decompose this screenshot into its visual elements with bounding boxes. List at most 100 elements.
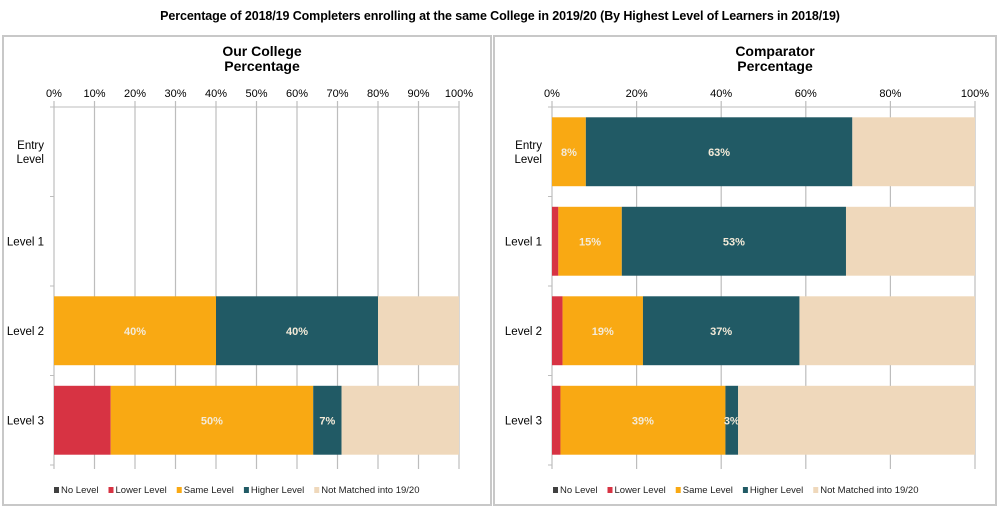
x-tick-label: 40%	[205, 88, 227, 100]
bar-same-level	[558, 206, 622, 276]
legend-item: No Level	[54, 485, 99, 496]
legend-label: No Level	[560, 485, 598, 496]
bar-not-matched-into-19-20	[738, 385, 975, 455]
bar-not-matched-into-19-20	[852, 117, 975, 187]
bar-not-matched-into-19-20	[799, 296, 975, 366]
bar-higher-level	[216, 296, 378, 366]
x-tick-label: 80%	[367, 88, 389, 100]
bar-lower-level	[552, 385, 561, 455]
data-label: 39%	[632, 415, 654, 427]
legend-item: Lower Level	[607, 485, 666, 496]
category-label: Level 1	[7, 236, 44, 248]
x-tick-label: 30%	[164, 88, 186, 100]
x-tick-label: 20%	[124, 88, 146, 100]
x-tick-label: 70%	[326, 88, 348, 100]
x-tick-label: 0%	[544, 88, 560, 100]
bar-higher-level	[313, 385, 342, 455]
bar-higher-level	[725, 385, 739, 455]
bar-same-level	[552, 117, 586, 187]
bar-same-level	[560, 385, 726, 455]
legend-label: Lower Level	[116, 485, 167, 496]
data-label: 53%	[723, 236, 745, 248]
bar-lower-level	[54, 385, 111, 455]
legend-swatch	[607, 487, 613, 493]
category-label: Level	[515, 154, 543, 166]
data-label: 63%	[708, 147, 730, 159]
data-label: 37%	[710, 326, 732, 338]
bar-not-matched-into-19-20	[378, 296, 459, 366]
x-tick-label: 60%	[286, 88, 308, 100]
legend-label: Higher Level	[750, 485, 803, 496]
category-label: Level	[17, 154, 45, 166]
data-label: 15%	[579, 236, 601, 248]
legend-swatch	[675, 487, 681, 493]
x-tick-label: 60%	[795, 88, 817, 100]
data-label: 7%	[319, 415, 335, 427]
data-label: 50%	[201, 415, 223, 427]
data-label: 3%	[724, 415, 740, 427]
main-title: Percentage of 2018/19 Completers enrolli…	[160, 9, 840, 23]
legend-swatch	[553, 487, 558, 493]
x-tick-label: 100%	[445, 88, 473, 100]
bar-not-matched-into-19-20	[341, 385, 459, 455]
x-tick-label: 80%	[879, 88, 901, 100]
bar-not-matched-into-19-20	[845, 206, 975, 276]
data-label: 19%	[592, 326, 614, 338]
legend-swatch	[108, 487, 114, 493]
chart-panel-comparator: Comparator Percentage 0% 20% 40% 60% 80% 100% En…	[493, 35, 997, 506]
bar-same-level	[110, 385, 314, 455]
chart-title: Percentage	[737, 58, 813, 74]
x-tick-label: 20%	[626, 88, 648, 100]
legend-item: Lower Level	[108, 485, 167, 496]
category-label: Entry	[17, 140, 44, 152]
bar-lower-level	[552, 296, 563, 366]
legend-item: Higher Level	[243, 485, 304, 496]
bar-higher-level	[621, 206, 846, 276]
legend-item: Not Matched into 19/20	[314, 485, 419, 496]
chart-title: Our College	[222, 43, 302, 59]
legend-swatch	[813, 487, 819, 493]
legend-swatch	[176, 487, 182, 493]
legend-item: Not Matched into 19/20	[813, 485, 918, 496]
legend-swatch	[243, 487, 249, 493]
category-label: Entry	[515, 140, 542, 152]
legend-item: No Level	[553, 485, 598, 496]
legend-label: Lower Level	[615, 485, 666, 496]
legend-item: Same Level	[675, 485, 733, 496]
legend-swatch	[742, 487, 748, 493]
bar-same-level	[54, 296, 216, 366]
bar-same-level	[562, 296, 643, 366]
legend-label: Same Level	[184, 485, 234, 496]
chart-title: Comparator	[735, 43, 815, 59]
legend-label: Same Level	[683, 485, 733, 496]
x-tick-label: 0%	[46, 88, 62, 100]
category-label: Level 1	[505, 236, 542, 248]
category-label: Level 2	[505, 326, 542, 338]
legend-swatch	[54, 487, 59, 493]
bar-higher-level	[642, 296, 800, 366]
legend-item: Higher Level	[742, 485, 803, 496]
x-tick-label: 10%	[83, 88, 105, 100]
legend-label: Not Matched into 19/20	[321, 485, 419, 496]
legend-label: No Level	[61, 485, 99, 496]
x-tick-label: 100%	[961, 88, 989, 100]
legend-item: Same Level	[176, 485, 234, 496]
bar-higher-level	[585, 117, 853, 187]
legend-label: Not Matched into 19/20	[820, 485, 918, 496]
legend-label: Higher Level	[251, 485, 304, 496]
x-tick-label: 90%	[407, 88, 429, 100]
chart-title: Percentage	[224, 58, 300, 74]
category-label: Level 3	[505, 415, 542, 427]
legend-swatch	[314, 487, 320, 493]
data-label: 40%	[286, 326, 308, 338]
bar-lower-level	[552, 206, 559, 276]
category-label: Level 3	[7, 415, 44, 427]
chart-panel-our-college: Our College Percentage 0% 10% 20% 30% 40% 50% 60…	[2, 35, 492, 506]
category-label: Level 2	[7, 326, 44, 338]
x-tick-label: 50%	[245, 88, 267, 100]
data-label: 8%	[561, 147, 577, 159]
data-label: 40%	[124, 326, 146, 338]
x-tick-label: 40%	[710, 88, 732, 100]
